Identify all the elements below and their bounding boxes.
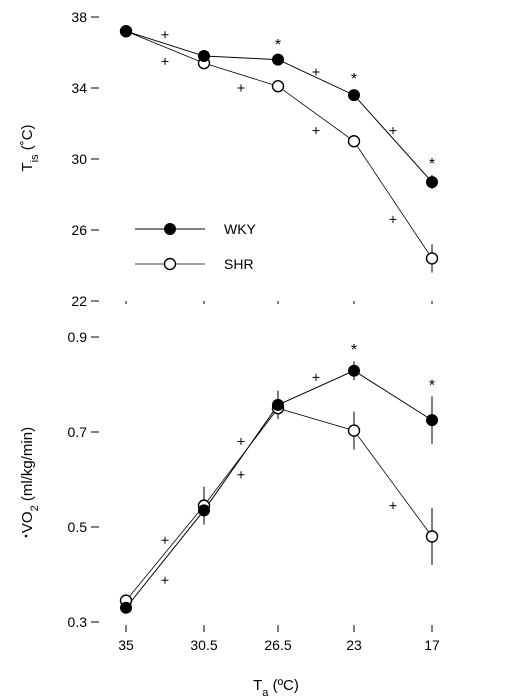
y-tick-label: 0.9	[68, 329, 88, 345]
plus-markers-top	[161, 31, 397, 223]
x-tick-label: 23	[346, 637, 362, 653]
point-wky	[348, 89, 360, 102]
y-tick-label: 0.7	[68, 424, 88, 440]
plus-markers-bottom	[161, 373, 397, 584]
point-wky	[120, 601, 132, 614]
x-axis-title: Ta (ºC)	[253, 677, 299, 699]
plus-marker	[312, 68, 320, 76]
y-axis-bottom: 0.9 0.7 0.5 0.3	[68, 329, 99, 630]
plus-marker	[161, 31, 169, 39]
point-wky	[120, 25, 132, 38]
point-wky	[426, 176, 438, 189]
legend-marker-shr	[163, 257, 177, 271]
y-axis-title-bottom: VO2 (ml/kg/min)	[19, 427, 41, 538]
x-tick-label: 30.5	[190, 637, 217, 653]
significance-asterisk: *	[429, 156, 435, 173]
y-tick-label: 0.3	[68, 614, 88, 630]
significance-asterisk: *	[429, 377, 435, 394]
plus-marker	[389, 502, 397, 510]
plus-marker	[312, 373, 320, 381]
significance-top: * * *	[275, 37, 435, 173]
point-shr	[347, 424, 361, 437]
legend-label-wky: WKY	[224, 221, 257, 237]
plus-marker	[237, 438, 245, 445]
panel-body-temperature: 38 34 30 26 22 * * * WKY SHR Tis (˚C)	[19, 9, 439, 309]
y-axis-title-top: Tis (˚C)	[19, 124, 41, 171]
y-axis-top: 38 34 30 26 22	[71, 9, 99, 309]
point-shr	[347, 135, 361, 148]
plus-marker	[161, 536, 169, 544]
point-wky	[272, 53, 284, 66]
legend-marker-wky	[164, 223, 176, 235]
series-line-shr	[125, 407, 433, 601]
point-wky	[272, 398, 284, 411]
plus-marker	[389, 215, 397, 223]
point-shr	[271, 80, 285, 93]
series-top	[119, 25, 439, 273]
x-tick-dots-top	[125, 301, 433, 304]
point-wky	[198, 504, 210, 517]
point-shr	[425, 252, 439, 265]
significance-asterisk: *	[275, 37, 281, 54]
x-tick-label: 17	[424, 637, 440, 653]
plus-marker	[389, 127, 397, 135]
y-tick-label: 30	[71, 151, 87, 167]
point-wky	[198, 50, 210, 63]
y-tick-label: 0.5	[68, 519, 88, 535]
plus-marker	[161, 576, 169, 584]
legend: WKY SHR	[135, 221, 257, 272]
point-shr	[425, 530, 439, 543]
x-tick-label: 35	[118, 637, 134, 653]
legend-label-shr: SHR	[224, 256, 254, 272]
significance-asterisk: *	[351, 71, 357, 88]
series-bottom	[119, 361, 439, 614]
plus-marker	[161, 57, 169, 65]
plus-marker	[237, 84, 245, 92]
y-tick-label: 22	[71, 293, 87, 309]
y-axis-title-text: VO2 (ml/kg/min)	[19, 427, 41, 533]
significance-bottom: **	[351, 342, 435, 394]
plus-marker	[237, 471, 245, 479]
significance-asterisk: *	[351, 342, 357, 359]
plus-marker	[312, 127, 320, 135]
panel-oxygen-consumption: 0.90.70.50.3 35 30.5 26.5 23 17 ** VO2 (ml/k…	[19, 329, 440, 699]
y-tick-label: 38	[71, 9, 87, 25]
y-tick-label: 26	[71, 222, 87, 238]
vdot-icon	[24, 534, 28, 538]
point-wky	[426, 414, 438, 427]
x-axis-bottom: 35 30.5 26.5 23 17	[118, 625, 440, 653]
y-tick-label: 34	[71, 80, 87, 96]
point-wky	[348, 364, 360, 377]
x-tick-label: 26.5	[264, 637, 291, 653]
